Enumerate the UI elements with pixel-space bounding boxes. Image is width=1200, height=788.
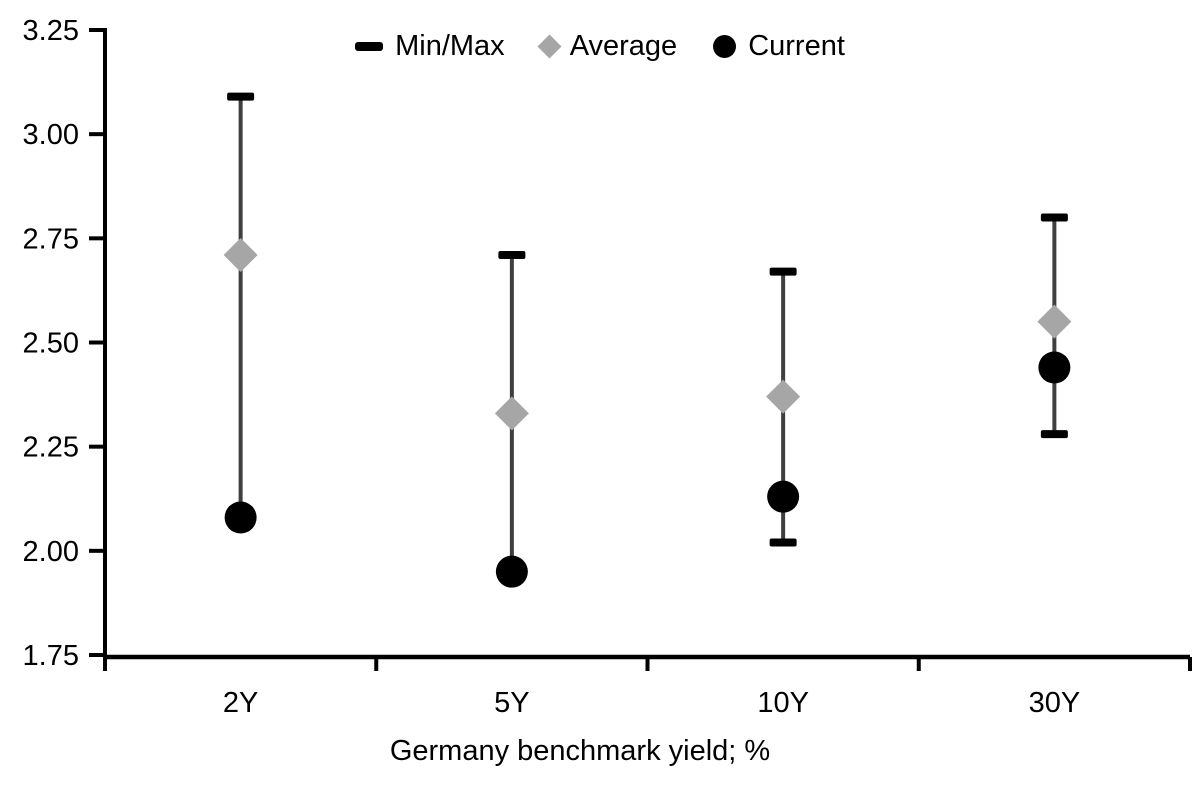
max-cap-5Y [498,251,526,259]
current-marker-2Y [224,501,257,534]
y-tick-label-1.75: 1.75 [23,640,79,672]
y-tick-label-3.25: 3.25 [23,15,79,47]
y-tick-label-2.50: 2.50 [23,328,79,360]
y-tick-label-2.75: 2.75 [23,223,79,255]
max-cap-10Y [769,267,797,276]
current-marker-30Y [1038,351,1071,384]
y-tick-label-2.25: 2.25 [23,432,79,464]
min-cap-10Y [769,538,797,547]
average-marker-2Y [223,238,258,272]
x-axis-title: Germany benchmark yield; % [389,735,771,767]
average-marker-10Y [766,379,801,414]
y-tick-label-3.00: 3.00 [23,119,79,151]
max-cap-2Y [227,92,255,101]
x-label-10Y: 10Y [757,687,809,719]
current-marker-10Y [767,480,800,513]
x-label-30Y: 30Y [1029,687,1081,719]
x-label-2Y: 2Y [223,687,258,719]
average-marker-5Y [494,396,529,431]
max-cap-30Y [1040,213,1068,222]
average-marker-30Y [1037,304,1072,339]
current-marker-5Y [495,555,528,588]
y-tick-label-2.00: 2.00 [23,536,79,568]
x-label-5Y: 5Y [494,687,529,719]
min-cap-30Y [1040,430,1068,439]
